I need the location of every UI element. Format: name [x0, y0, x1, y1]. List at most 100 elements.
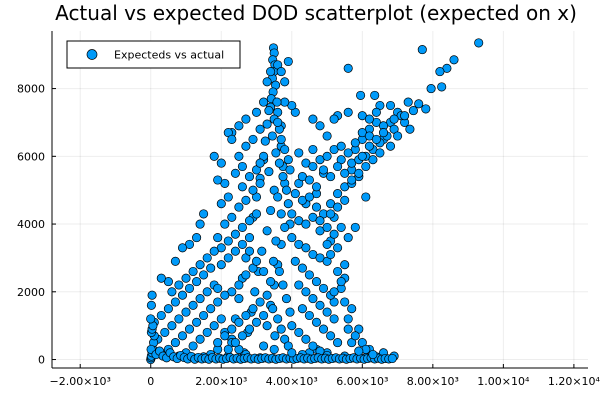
- data-point: [223, 192, 233, 202]
- data-point: [283, 155, 293, 165]
- data-point: [326, 331, 336, 341]
- data-point: [340, 168, 350, 178]
- data-point: [361, 192, 371, 202]
- data-point: [259, 341, 269, 351]
- legend: Expecteds vs actual: [66, 40, 241, 69]
- data-point: [385, 100, 396, 111]
- data-point: [255, 158, 265, 168]
- data-point: [343, 324, 353, 334]
- data-point: [167, 287, 177, 297]
- y-tick-label: 0: [38, 354, 45, 367]
- data-point: [216, 314, 226, 324]
- data-point: [177, 243, 188, 253]
- data-point: [297, 263, 307, 273]
- data-point: [227, 212, 237, 222]
- data-point: [278, 280, 288, 290]
- data-point: [220, 331, 230, 341]
- data-point: [234, 121, 244, 131]
- data-point: [311, 317, 322, 327]
- data-point: [234, 294, 244, 304]
- data-point: [227, 324, 237, 334]
- data-point: [272, 97, 282, 107]
- data-point: [333, 189, 343, 199]
- data-point: [378, 128, 389, 138]
- data-point: [271, 236, 281, 246]
- data-point: [364, 141, 374, 151]
- data-point: [213, 283, 223, 293]
- data-point: [269, 344, 279, 354]
- data-point: [371, 134, 381, 144]
- data-point: [276, 209, 286, 219]
- data-point: [350, 138, 360, 148]
- data-point: [311, 182, 322, 192]
- data-point: [244, 324, 255, 334]
- data-point: [361, 161, 371, 172]
- data-point: [304, 192, 314, 202]
- data-point: [322, 222, 332, 232]
- data-point: [213, 338, 223, 348]
- data-point: [209, 151, 219, 161]
- data-point: [223, 344, 233, 354]
- data-point: [177, 290, 188, 300]
- data-point: [308, 161, 318, 172]
- x-tick-label: 1.20×10⁴: [548, 375, 600, 388]
- data-point: [220, 290, 230, 300]
- data-point: [237, 239, 247, 249]
- data-point: [267, 131, 277, 141]
- data-point: [274, 266, 284, 277]
- data-point: [368, 349, 378, 360]
- data-point: [213, 175, 223, 185]
- data-point: [474, 38, 484, 48]
- data-point: [192, 317, 202, 327]
- data-point: [333, 243, 343, 253]
- data-point: [244, 246, 255, 256]
- data-point: [318, 283, 329, 293]
- x-tick-label: 8.00×10³: [407, 375, 459, 388]
- data-point: [234, 317, 244, 327]
- data-point: [357, 151, 367, 161]
- data-point: [248, 185, 258, 195]
- data-point: [262, 77, 272, 87]
- x-tick-label: 0: [147, 375, 154, 388]
- data-point: [259, 97, 269, 107]
- y-tick-label: 4000: [17, 218, 45, 231]
- data-point: [147, 290, 157, 300]
- data-point: [290, 256, 300, 266]
- data-point: [301, 334, 311, 344]
- data-point: [343, 63, 353, 73]
- data-point: [234, 280, 244, 290]
- data-point: [273, 192, 283, 202]
- data-point: [188, 341, 198, 351]
- data-point: [230, 168, 240, 178]
- data-point: [285, 165, 295, 175]
- data-point: [350, 331, 360, 341]
- data-point: [195, 260, 205, 270]
- data-point: [213, 297, 223, 307]
- data-point: [294, 148, 304, 158]
- data-point: [301, 287, 311, 297]
- data-point: [322, 131, 332, 141]
- x-tick-label: 6.00×10³: [336, 375, 388, 388]
- data-point: [364, 114, 374, 124]
- data-point: [146, 300, 156, 310]
- data-point: [301, 243, 311, 253]
- data-point: [280, 144, 290, 155]
- data-point: [287, 321, 297, 331]
- data-point: [213, 233, 223, 243]
- data-point: [174, 280, 184, 290]
- data-point: [283, 56, 293, 67]
- data-point: [192, 277, 202, 287]
- data-point: [405, 124, 415, 134]
- legend-marker: [86, 49, 98, 60]
- data-point: [146, 314, 156, 324]
- data-point: [287, 233, 297, 243]
- data-point: [244, 172, 255, 182]
- data-point: [255, 178, 265, 188]
- data-point: [206, 304, 216, 314]
- data-point: [340, 260, 350, 270]
- data-point: [266, 67, 276, 77]
- data-point: [278, 172, 288, 182]
- data-point: [322, 239, 332, 249]
- data-point: [435, 67, 445, 77]
